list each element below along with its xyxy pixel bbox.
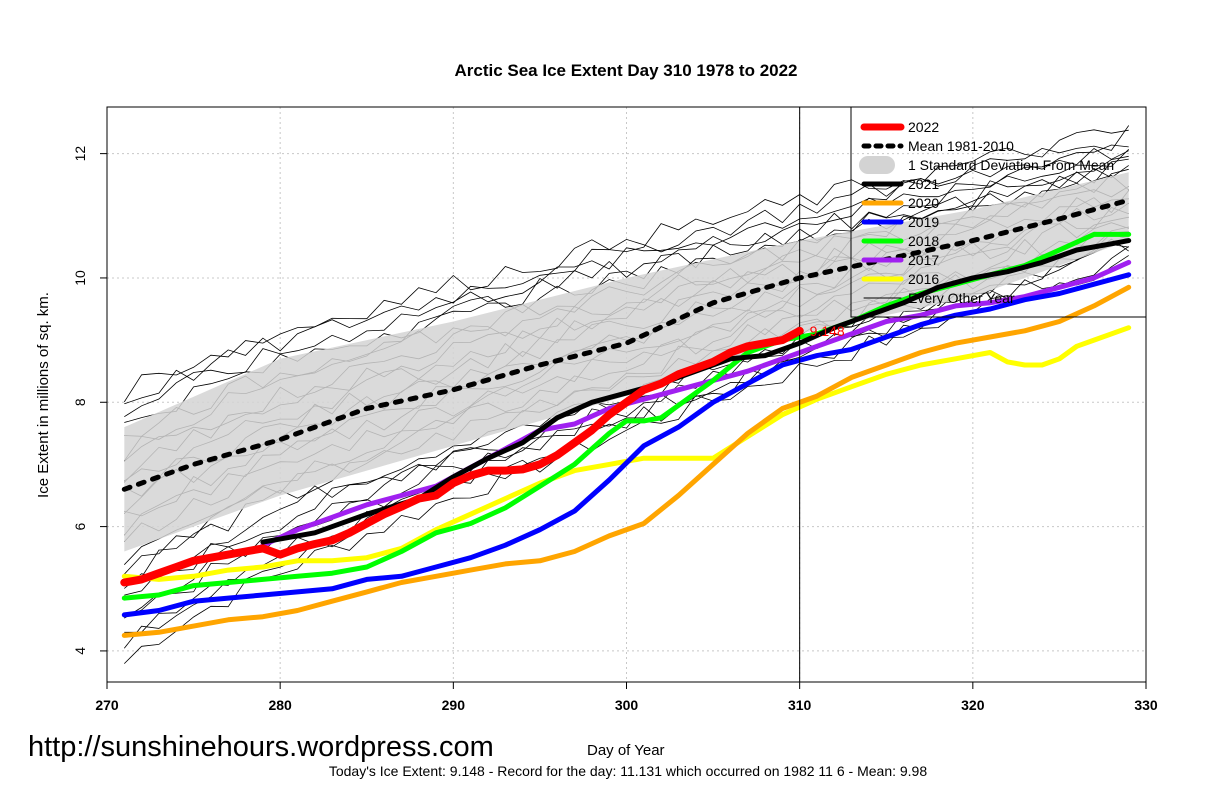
history-year-line — [123, 129, 1129, 403]
y-tick-label: 8 — [72, 398, 88, 406]
legend-label: Mean 1981-2010 — [908, 138, 1014, 154]
current-value-point — [795, 326, 804, 335]
chart-title: Arctic Sea Ice Extent Day 310 1978 to 20… — [454, 61, 797, 80]
series-line-2021 — [260, 238, 1132, 545]
legend-swatch-band — [859, 156, 895, 174]
legend-label: Every Other Year — [908, 290, 1015, 306]
legend-label: 2019 — [908, 214, 939, 230]
history-year-line — [124, 125, 1130, 405]
series-line-2019 — [121, 272, 1132, 618]
series-line-2020 — [121, 284, 1132, 638]
legend-label: 2021 — [908, 176, 939, 192]
legend-label: 2018 — [908, 233, 939, 249]
legend-label: 1 Standard Deviation From Mean — [908, 157, 1114, 173]
watermark: http://sunshinehours.wordpress.com — [28, 731, 494, 763]
y-tick-label: 10 — [72, 270, 88, 286]
legend: 2022 Mean 1981-2010 1 Standard Deviation F… — [850, 106, 1147, 318]
x-tick-label: 280 — [268, 697, 292, 713]
y-axis-label: Ice Extent in millions of sq. km. — [35, 292, 52, 498]
y-tick-label: 4 — [72, 647, 88, 655]
current-value-label: 9.148 — [810, 323, 845, 339]
series-line-2016 — [121, 325, 1132, 582]
legend-box — [850, 106, 1147, 318]
y-tick-label: 12 — [72, 146, 88, 162]
x-tick-label: 270 — [95, 697, 119, 713]
series-lines — [120, 197, 1132, 638]
legend-label: 2016 — [908, 271, 939, 287]
std-dev-band-area — [124, 172, 1129, 552]
y-tick-label: 6 — [72, 522, 88, 530]
x-tick-label: 290 — [442, 697, 466, 713]
footer-text: Today's Ice Extent: 9.148 - Record for t… — [328, 763, 928, 779]
legend-label: 2020 — [908, 195, 939, 211]
series-line-2017 — [260, 259, 1132, 548]
series-line-mean-1981-2010 — [121, 197, 1132, 492]
axes: 9.148 270 280 290 300 310 320 330 4 6 8 10 12 — [72, 106, 1158, 713]
x-tick-label: 310 — [788, 697, 812, 713]
x-tick-label: 330 — [1134, 697, 1158, 713]
x-tick-label: 300 — [615, 697, 639, 713]
series-line-2022 — [120, 326, 804, 587]
legend-label: 2017 — [908, 252, 939, 268]
x-axis-label: Day of Year — [587, 742, 665, 759]
history-year-line — [124, 144, 1129, 418]
legend-label: 2022 — [908, 119, 939, 135]
std-dev-band — [124, 172, 1129, 552]
x-tick-label: 320 — [961, 697, 985, 713]
